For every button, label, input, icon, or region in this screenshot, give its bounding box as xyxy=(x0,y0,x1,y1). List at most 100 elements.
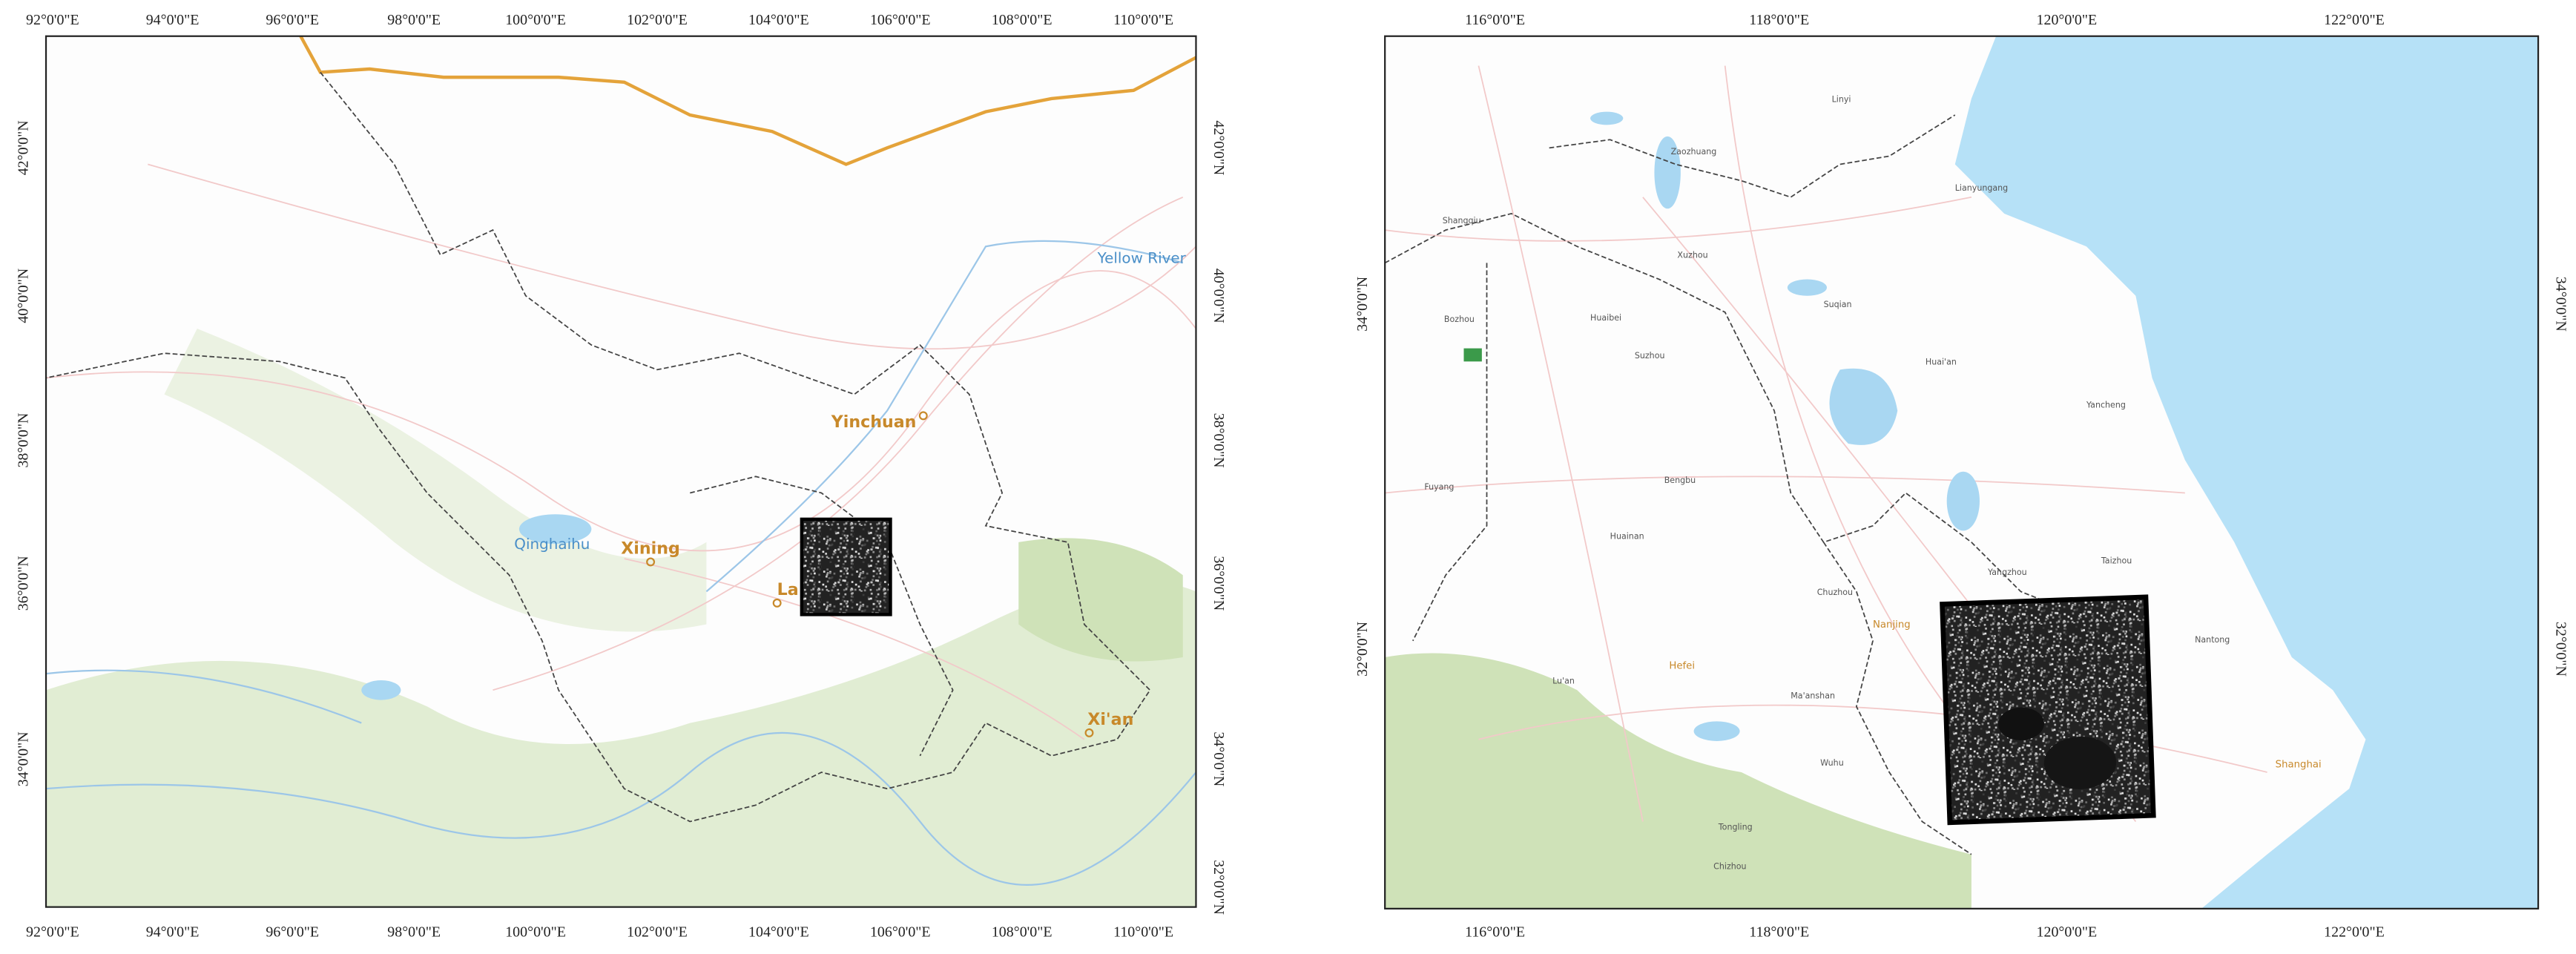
lon-label: 92°0'0"E xyxy=(26,12,79,28)
satellite-dark-area xyxy=(1997,707,2044,740)
province-border xyxy=(46,71,1151,823)
lon-label: 116°0'0"E xyxy=(1465,12,1525,28)
national-border xyxy=(299,36,1196,166)
place-label: Nantong xyxy=(2195,635,2230,645)
place-marker xyxy=(1084,728,1094,737)
satellite-image-texture xyxy=(803,521,889,613)
lon-label: 122°0'0"E xyxy=(2324,12,2385,28)
place-label: Yancheng xyxy=(2086,400,2126,409)
place-marker xyxy=(918,411,928,421)
satellite-image-texture xyxy=(1944,599,2151,820)
province-border xyxy=(1385,114,2104,855)
lon-label: 102°0'0"E xyxy=(627,924,688,941)
place-label: Ma'anshan xyxy=(1791,691,1835,700)
place-label: Yangzhou xyxy=(1987,568,2027,577)
lat-label: 38°0'0"N xyxy=(16,413,32,468)
lat-label: 34°0'0"N xyxy=(2552,277,2569,332)
lon-label: 98°0'0"E xyxy=(387,924,441,941)
map-frame xyxy=(1384,35,2540,909)
lon-label: 118°0'0"E xyxy=(1749,924,1809,941)
place-label: Huai'an xyxy=(1926,358,1957,367)
place-label: Chizhou xyxy=(1713,862,1746,872)
lon-label: 104°0'0"E xyxy=(748,924,809,941)
lon-label: 116°0'0"E xyxy=(1465,924,1525,941)
lon-label: 94°0'0"E xyxy=(146,12,200,28)
place-label: Lianyungang xyxy=(1955,183,2008,193)
place-label: Linyi xyxy=(1832,94,1851,104)
place-label: Tongling xyxy=(1718,823,1753,832)
place-label: Yellow River xyxy=(1097,249,1187,266)
place-label: Xining xyxy=(621,539,680,558)
place-label: Xuzhou xyxy=(1677,251,1707,260)
rivers xyxy=(46,240,1196,886)
lon-label: 96°0'0"E xyxy=(266,12,319,28)
lon-label: 120°0'0"E xyxy=(2037,12,2098,28)
lat-label: 40°0'0"N xyxy=(16,269,32,323)
place-label: Bozhou xyxy=(1444,315,1475,324)
place-label: Suqian xyxy=(1824,300,1852,309)
lat-label: 32°0'0"N xyxy=(1354,622,1371,677)
lon-label: 120°0'0"E xyxy=(2037,924,2098,941)
left-places: Yellow River Yinchuan Qinghaihu Xining La Xi'… xyxy=(514,249,1187,737)
place-label: Fuyang xyxy=(1424,482,1454,492)
place-label: Nanjing xyxy=(1873,619,1911,631)
lon-label: 122°0'0"E xyxy=(2324,924,2385,941)
satellite-image-group xyxy=(1940,594,2156,826)
left-map: Yellow River Yinchuan Qinghaihu Xining La Xi'… xyxy=(46,36,1196,907)
lat-label: 34°0'0"N xyxy=(1210,731,1227,786)
place-marker xyxy=(646,557,656,567)
lat-label: 36°0'0"N xyxy=(1210,556,1227,611)
place-label: Huainan xyxy=(1610,532,1644,542)
place-label: Hefei xyxy=(1669,660,1695,671)
lon-label: 108°0'0"E xyxy=(992,12,1053,28)
place-marker xyxy=(772,598,782,608)
lat-label: 32°0'0"N xyxy=(1210,860,1227,915)
lat-label: 40°0'0"N xyxy=(1210,269,1227,323)
place-label: Lu'an xyxy=(1552,676,1575,685)
roads xyxy=(46,163,1196,740)
lakes xyxy=(1590,111,1980,741)
place-label: Xi'an xyxy=(1087,710,1133,729)
place-label: Chuzhou xyxy=(1817,588,1853,597)
lon-label: 100°0'0"E xyxy=(505,12,566,28)
right-map: Linyi Zaozhuang Xuzhou Lianyungang Shangqiu B… xyxy=(1385,36,2539,909)
place-label: Taizhou xyxy=(2101,556,2132,566)
lat-label: 42°0'0"N xyxy=(1210,120,1227,175)
right-places: Linyi Zaozhuang Xuzhou Lianyungang Shangqiu B… xyxy=(1424,94,2321,871)
lon-label: 106°0'0"E xyxy=(870,924,931,941)
lon-label: 118°0'0"E xyxy=(1749,12,1809,28)
lon-label: 96°0'0"E xyxy=(266,924,319,941)
lon-label: 102°0'0"E xyxy=(627,12,688,28)
highway-shield xyxy=(1463,348,1482,362)
lon-label: 106°0'0"E xyxy=(870,12,931,28)
lon-label: 110°0'0"E xyxy=(1113,924,1173,941)
place-label: Yinchuan xyxy=(831,412,917,432)
place-label: La xyxy=(777,580,799,599)
lon-label: 94°0'0"E xyxy=(146,924,200,941)
map-frame xyxy=(45,35,1197,908)
place-label: Wuhu xyxy=(1820,758,1844,768)
lon-label: 110°0'0"E xyxy=(1113,12,1173,28)
lat-label: 42°0'0"N xyxy=(16,120,32,175)
lon-label: 104°0'0"E xyxy=(748,12,809,28)
lat-label: 34°0'0"N xyxy=(16,731,32,786)
place-label: Huaibei xyxy=(1590,313,1621,323)
lat-label: 36°0'0"N xyxy=(16,556,32,611)
place-label: Qinghaihu xyxy=(514,536,590,553)
lake xyxy=(518,514,592,545)
graticule-labels: 92°0'0"E 92°0'0"E 94°0'0"E 94°0'0"E 96°0'0"E… xyxy=(16,12,2569,940)
satellite-dark-area xyxy=(2043,736,2117,789)
lon-label: 92°0'0"E xyxy=(26,924,79,941)
place-label: Bengbu xyxy=(1664,476,1696,485)
place-label: Shanghai xyxy=(2276,759,2322,770)
lon-label: 100°0'0"E xyxy=(505,924,566,941)
sea xyxy=(1954,36,2539,909)
vegetation xyxy=(1018,538,1183,662)
lake xyxy=(361,680,401,700)
roads xyxy=(1385,65,2267,823)
lon-label: 108°0'0"E xyxy=(992,924,1053,941)
lat-label: 38°0'0"N xyxy=(1210,413,1227,468)
vegetation xyxy=(1385,653,1971,909)
